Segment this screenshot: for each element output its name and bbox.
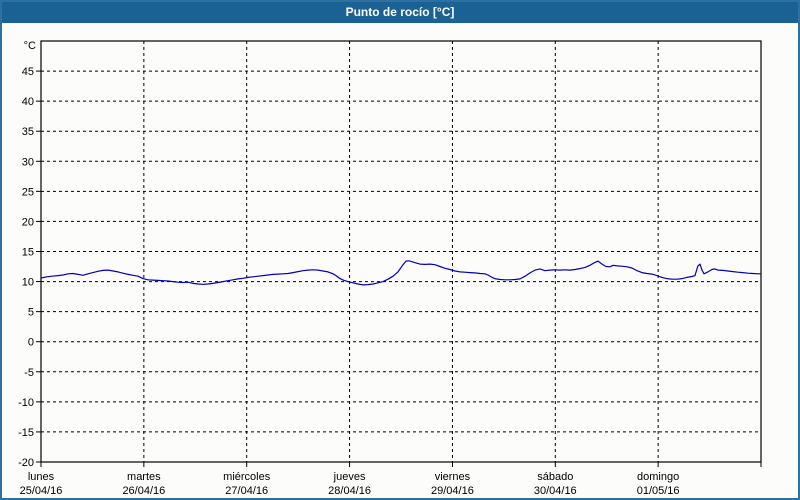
y-tick-label: -5 — [24, 367, 34, 379]
x-day-name-label: lunes — [28, 471, 55, 483]
x-day-date-label: 27/04/16 — [225, 485, 268, 497]
x-day-date-label: 26/04/16 — [122, 485, 165, 497]
x-day-date-label: 25/04/16 — [20, 485, 63, 497]
x-day-name-label: viernes — [435, 471, 471, 483]
y-tick-label: 25 — [22, 186, 34, 198]
x-day-date-label: 01/05/16 — [637, 485, 680, 497]
dew-point-line-chart: 45 40 35 30 25 20 15 10 5 0 -5 -10 -15 -20 °C lunes 25… — [18, 40, 762, 497]
y-tick-label: 20 — [22, 216, 34, 228]
y-tick-label: 35 — [22, 126, 34, 138]
chart-area: 45 40 35 30 25 20 15 10 5 0 -5 -10 -15 -20 °C lunes 25… — [2, 23, 798, 498]
x-axis-labels: lunes 25/04/16 martes 26/04/16 miércoles 27/0… — [20, 471, 680, 497]
x-axis-ticks — [40, 462, 762, 467]
y-tick-label: 45 — [22, 66, 34, 78]
vertical-gridlines — [143, 41, 659, 462]
y-tick-label: 40 — [22, 96, 34, 108]
y-tick-label: -20 — [18, 457, 34, 469]
x-day-name-label: martes — [127, 471, 161, 483]
chart-title: Punto de rocío [°C] — [2, 2, 798, 23]
x-day-name-label: domingo — [637, 471, 679, 483]
horizontal-gridlines — [41, 70, 761, 433]
y-axis-labels: 45 40 35 30 25 20 15 10 5 0 -5 -10 -15 -20 — [18, 66, 34, 469]
x-day-date-label: 30/04/16 — [534, 485, 577, 497]
y-tick-label: 0 — [28, 337, 34, 349]
y-tick-label: -15 — [18, 427, 34, 439]
y-tick-label: 15 — [22, 247, 34, 259]
x-day-name-label: sábado — [537, 471, 573, 483]
y-axis-unit-label: °C — [24, 40, 36, 52]
y-tick-label: 5 — [28, 307, 34, 319]
x-day-name-label: miércoles — [223, 471, 271, 483]
dew-point-series-line — [40, 260, 761, 286]
y-tick-label: 30 — [22, 156, 34, 168]
x-day-name-label: jueves — [333, 471, 366, 483]
y-tick-label: -10 — [18, 397, 34, 409]
x-day-date-label: 29/04/16 — [431, 485, 474, 497]
x-day-date-label: 28/04/16 — [328, 485, 371, 497]
plot-border — [40, 40, 762, 463]
y-axis-ticks — [36, 70, 41, 463]
y-tick-label: 10 — [22, 277, 34, 289]
